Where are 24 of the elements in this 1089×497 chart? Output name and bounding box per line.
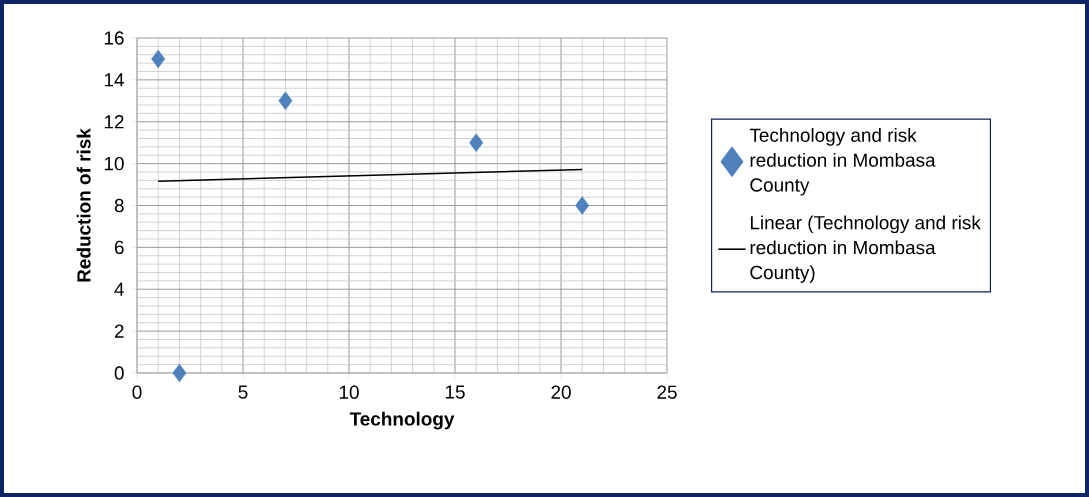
x-axis-title: Technology [349, 411, 455, 430]
x-tick-label: 0 [132, 385, 142, 399]
legend-label: Linear (Technology and risk reduction in Mombasa County) [750, 215, 981, 283]
y-tick-label: 2 [114, 324, 124, 338]
y-axis-title: Reduction of risk [76, 128, 91, 282]
y-tick-label: 14 [104, 73, 124, 87]
x-tick-label: 20 [551, 385, 571, 399]
x-tick-label: 10 [339, 385, 359, 399]
point [278, 91, 293, 110]
y-tick-label: 10 [104, 156, 124, 171]
point [151, 49, 166, 69]
y-tick-label: 8 [114, 198, 124, 213]
y-tick-label: 16 [104, 31, 124, 45]
point [172, 363, 187, 383]
x-tick-label: 25 [657, 385, 677, 399]
y-tick-label: 0 [114, 366, 124, 380]
x-tick-label: 15 [445, 385, 465, 399]
y-tick-label: 6 [114, 240, 124, 255]
point [469, 133, 484, 152]
y-tick-label: 12 [104, 115, 124, 129]
x-tick-label: 5 [238, 385, 248, 399]
legend-label: Technology and risk reduction in Mombasa County [749, 128, 936, 196]
y-tick-label: 4 [114, 282, 124, 296]
point [575, 196, 590, 215]
